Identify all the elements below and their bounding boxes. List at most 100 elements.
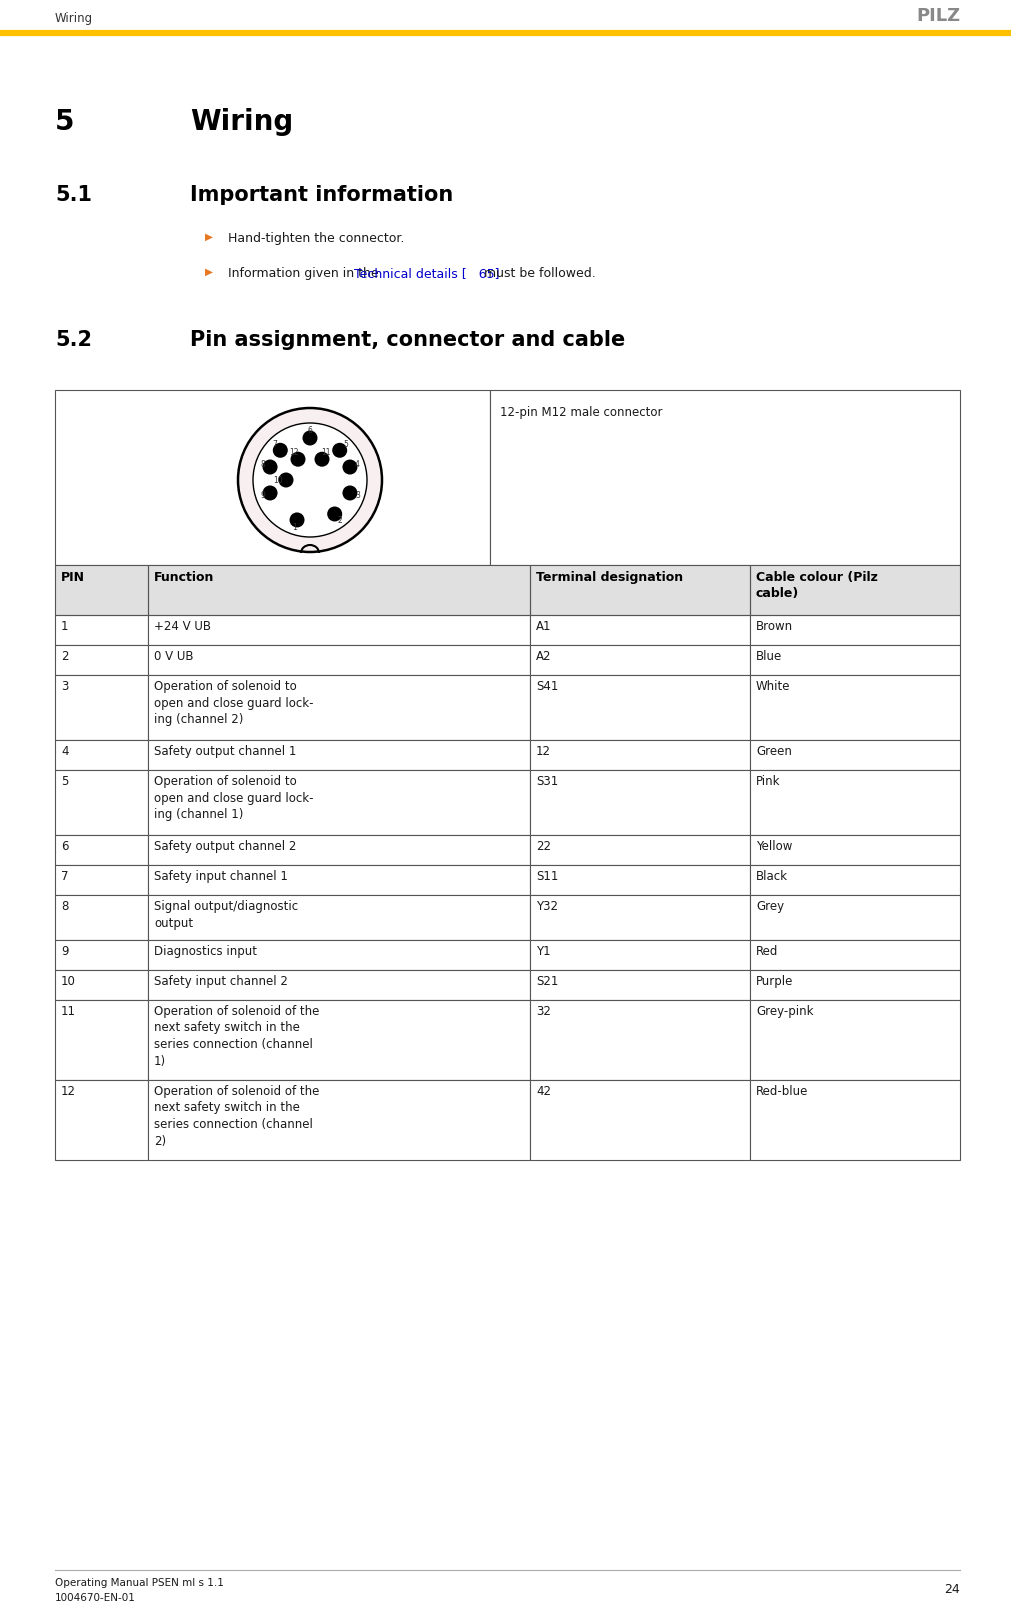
- Text: 5.2: 5.2: [55, 330, 92, 351]
- Text: 12: 12: [61, 1084, 76, 1097]
- Bar: [55, 565, 960, 615]
- Text: A1: A1: [536, 619, 551, 632]
- Text: 5: 5: [61, 776, 69, 788]
- Text: S41: S41: [536, 681, 558, 693]
- Circle shape: [302, 431, 317, 446]
- Bar: [148, 740, 530, 771]
- Text: Operating Manual PSEN ml s 1.1: Operating Manual PSEN ml s 1.1: [55, 1578, 223, 1588]
- Text: Safety output channel 2: Safety output channel 2: [154, 840, 296, 853]
- Bar: [750, 615, 960, 645]
- Text: 6: 6: [61, 840, 69, 853]
- Text: Safety output channel 1: Safety output channel 1: [154, 745, 296, 758]
- Text: A2: A2: [536, 650, 551, 663]
- Text: Grey: Grey: [756, 899, 785, 912]
- Bar: [750, 645, 960, 676]
- Bar: [55, 1001, 148, 1080]
- Text: 4: 4: [61, 745, 69, 758]
- Text: 22: 22: [536, 840, 551, 853]
- Text: +24 V UB: +24 V UB: [154, 619, 211, 632]
- Bar: [55, 389, 490, 565]
- Bar: [55, 676, 148, 740]
- Text: Operation of solenoid to
open and close guard lock-
ing (channel 2): Operation of solenoid to open and close …: [154, 681, 313, 726]
- Bar: [55, 1080, 148, 1160]
- Bar: [148, 676, 530, 740]
- Text: Red: Red: [756, 944, 778, 957]
- Circle shape: [290, 452, 305, 467]
- Text: Purple: Purple: [756, 975, 794, 988]
- Text: Diagnostics input: Diagnostics input: [154, 944, 257, 957]
- Bar: [148, 835, 530, 866]
- Text: S11: S11: [536, 870, 558, 883]
- Text: 11: 11: [61, 1006, 76, 1018]
- Text: Wiring: Wiring: [55, 11, 93, 26]
- Circle shape: [343, 486, 358, 500]
- Bar: [530, 866, 750, 895]
- Bar: [148, 565, 530, 615]
- Text: 7: 7: [272, 441, 277, 449]
- Circle shape: [333, 442, 347, 459]
- Text: 5.1: 5.1: [55, 185, 92, 204]
- Text: Grey-pink: Grey-pink: [756, 1006, 814, 1018]
- Circle shape: [278, 473, 293, 488]
- Circle shape: [253, 423, 367, 537]
- Text: Wiring: Wiring: [190, 108, 293, 137]
- Text: Information given in the: Information given in the: [228, 267, 382, 280]
- Text: Pin assignment, connector and cable: Pin assignment, connector and cable: [190, 330, 625, 351]
- Bar: [148, 1001, 530, 1080]
- Bar: [530, 835, 750, 866]
- Bar: [750, 970, 960, 1001]
- Text: Y32: Y32: [536, 899, 558, 912]
- Text: Operation of solenoid of the
next safety switch in the
series connection (channe: Operation of solenoid of the next safety…: [154, 1006, 319, 1067]
- Bar: [530, 645, 750, 676]
- Text: Signal output/diagnostic
output: Signal output/diagnostic output: [154, 899, 298, 930]
- Circle shape: [343, 460, 358, 475]
- Text: Technical details [   65]: Technical details [ 65]: [354, 267, 499, 280]
- Text: 9: 9: [61, 944, 69, 957]
- Bar: [750, 565, 960, 615]
- Text: 12: 12: [289, 447, 298, 457]
- Bar: [750, 1001, 960, 1080]
- Text: 42: 42: [536, 1084, 551, 1097]
- Bar: [55, 940, 148, 970]
- Bar: [55, 970, 148, 1001]
- Circle shape: [238, 409, 382, 552]
- Text: Safety input channel 2: Safety input channel 2: [154, 975, 288, 988]
- Circle shape: [314, 452, 330, 467]
- Bar: [530, 940, 750, 970]
- Bar: [148, 645, 530, 676]
- Bar: [55, 740, 148, 771]
- Text: Yellow: Yellow: [756, 840, 793, 853]
- Text: 24: 24: [944, 1583, 960, 1596]
- Bar: [148, 895, 530, 940]
- Bar: [55, 835, 148, 866]
- Circle shape: [289, 512, 304, 528]
- Text: Safety input channel 1: Safety input channel 1: [154, 870, 288, 883]
- Text: Blue: Blue: [756, 650, 783, 663]
- Text: 6: 6: [307, 425, 312, 434]
- Bar: [530, 1080, 750, 1160]
- Text: S31: S31: [536, 776, 558, 788]
- Text: Pink: Pink: [756, 776, 780, 788]
- Text: 5: 5: [55, 108, 75, 137]
- Text: 3: 3: [355, 491, 360, 500]
- Bar: [530, 676, 750, 740]
- Text: 12: 12: [536, 745, 551, 758]
- Text: 3: 3: [61, 681, 69, 693]
- Text: Green: Green: [756, 745, 792, 758]
- Text: 8: 8: [260, 460, 265, 470]
- Text: Cable colour (Pilz
cable): Cable colour (Pilz cable): [756, 571, 878, 600]
- Text: Operation of solenoid of the
next safety switch in the
series connection (channe: Operation of solenoid of the next safety…: [154, 1084, 319, 1147]
- Text: 0 V UB: 0 V UB: [154, 650, 193, 663]
- Text: 9: 9: [260, 491, 265, 500]
- Bar: [55, 645, 148, 676]
- Bar: [750, 835, 960, 866]
- Bar: [55, 565, 148, 615]
- Text: must be followed.: must be followed.: [480, 267, 596, 280]
- Bar: [148, 615, 530, 645]
- Bar: [148, 1080, 530, 1160]
- Text: 10: 10: [273, 476, 283, 484]
- Bar: [530, 895, 750, 940]
- Bar: [148, 866, 530, 895]
- Circle shape: [263, 460, 278, 475]
- Bar: [148, 970, 530, 1001]
